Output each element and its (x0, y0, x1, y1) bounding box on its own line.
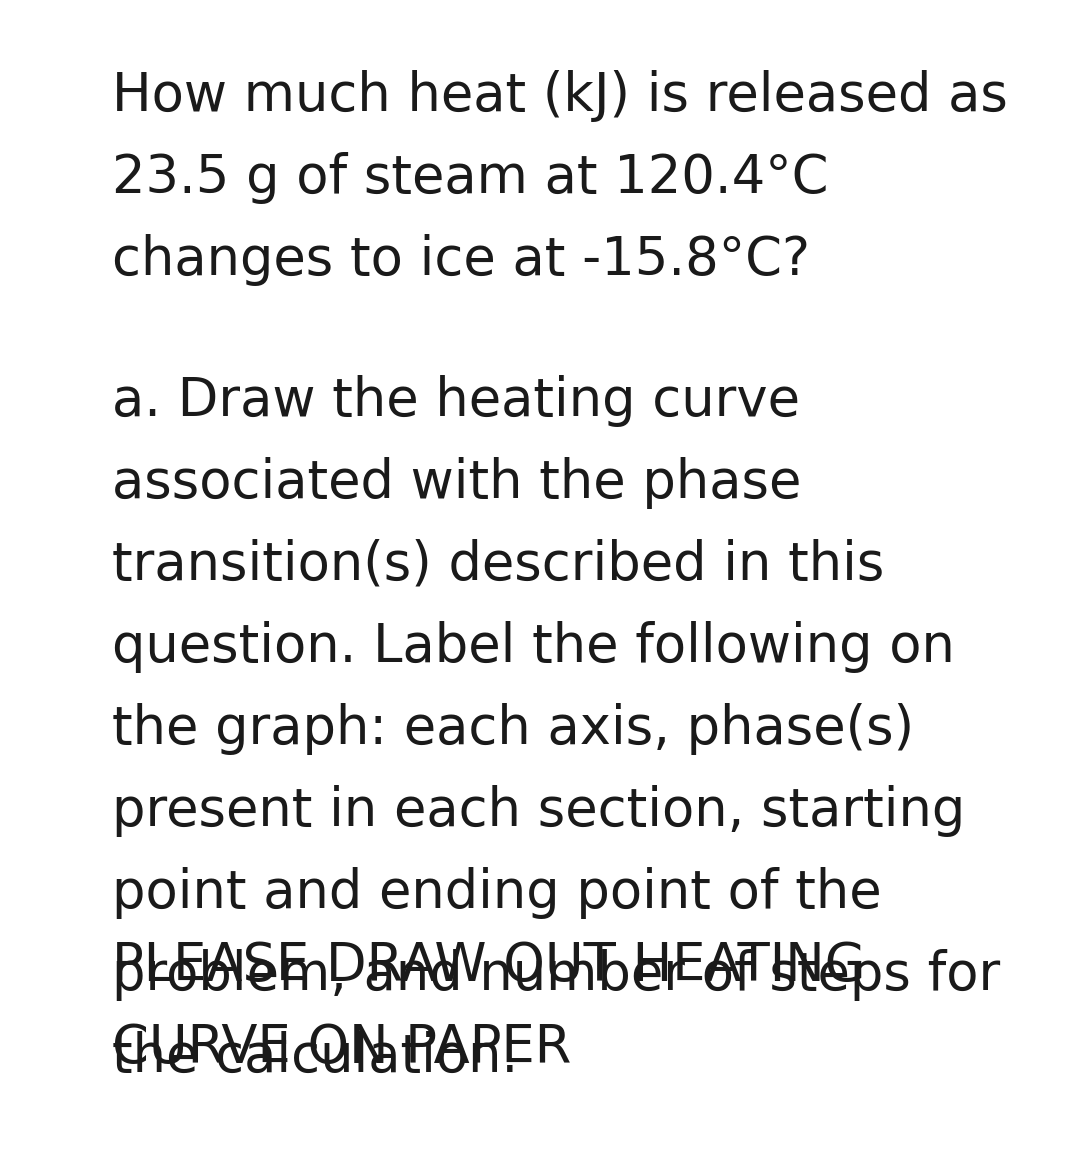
Text: How much heat (kJ) is released as: How much heat (kJ) is released as (112, 70, 1008, 122)
Text: question. Label the following on: question. Label the following on (112, 621, 955, 673)
Text: transition(s) described in this: transition(s) described in this (112, 539, 885, 591)
Text: changes to ice at -15.8°C?: changes to ice at -15.8°C? (112, 234, 810, 286)
Text: CURVE ON PAPER: CURVE ON PAPER (112, 1022, 571, 1074)
Text: a. Draw the heating curve: a. Draw the heating curve (112, 376, 800, 427)
Text: problem, and number of steps for: problem, and number of steps for (112, 949, 1000, 1001)
Text: PLEASE DRAW OUT HEATING: PLEASE DRAW OUT HEATING (112, 940, 866, 992)
Text: present in each section, starting: present in each section, starting (112, 785, 966, 838)
Text: associated with the phase: associated with the phase (112, 457, 801, 509)
Text: the graph: each axis, phase(s): the graph: each axis, phase(s) (112, 703, 914, 755)
Text: the calculation.: the calculation. (112, 1031, 518, 1083)
Text: 23.5 g of steam at 120.4°C: 23.5 g of steam at 120.4°C (112, 152, 828, 204)
Text: point and ending point of the: point and ending point of the (112, 867, 881, 919)
